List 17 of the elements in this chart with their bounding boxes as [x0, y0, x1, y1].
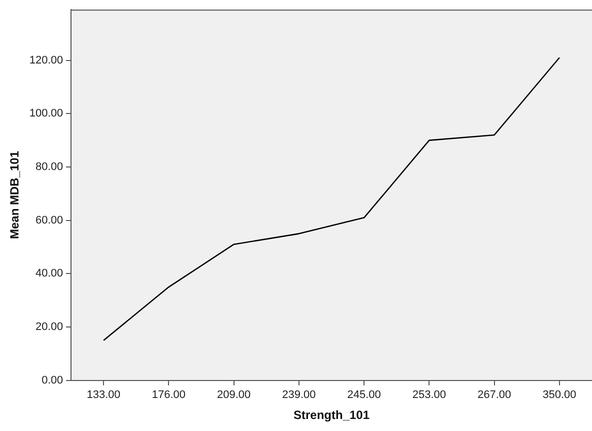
- y-tick-label: 0.00: [42, 374, 64, 386]
- x-tick-label: 239.00: [282, 389, 316, 402]
- x-tick-label: 245.00: [347, 389, 381, 402]
- x-tick-label: 253.00: [412, 389, 446, 402]
- x-tick-label: 133.00: [86, 389, 120, 402]
- x-tick-label: 209.00: [217, 389, 251, 402]
- x-tick-label: 350.00: [542, 389, 576, 402]
- x-axis-title: Strength_101: [294, 408, 370, 422]
- y-tick-label: 60.00: [36, 214, 64, 226]
- y-axis-title: Mean MDB_101: [8, 150, 22, 240]
- y-tick-label: 80.00: [36, 161, 64, 174]
- x-tick-label: 176.00: [152, 389, 186, 402]
- y-tick-label: 40.00: [36, 268, 64, 280]
- y-tick-label: 120.00: [29, 54, 64, 66]
- y-tick-label: 20.00: [36, 321, 64, 334]
- y-tick-label: 100.00: [29, 108, 64, 120]
- x-tick-label: 267.00: [477, 389, 512, 402]
